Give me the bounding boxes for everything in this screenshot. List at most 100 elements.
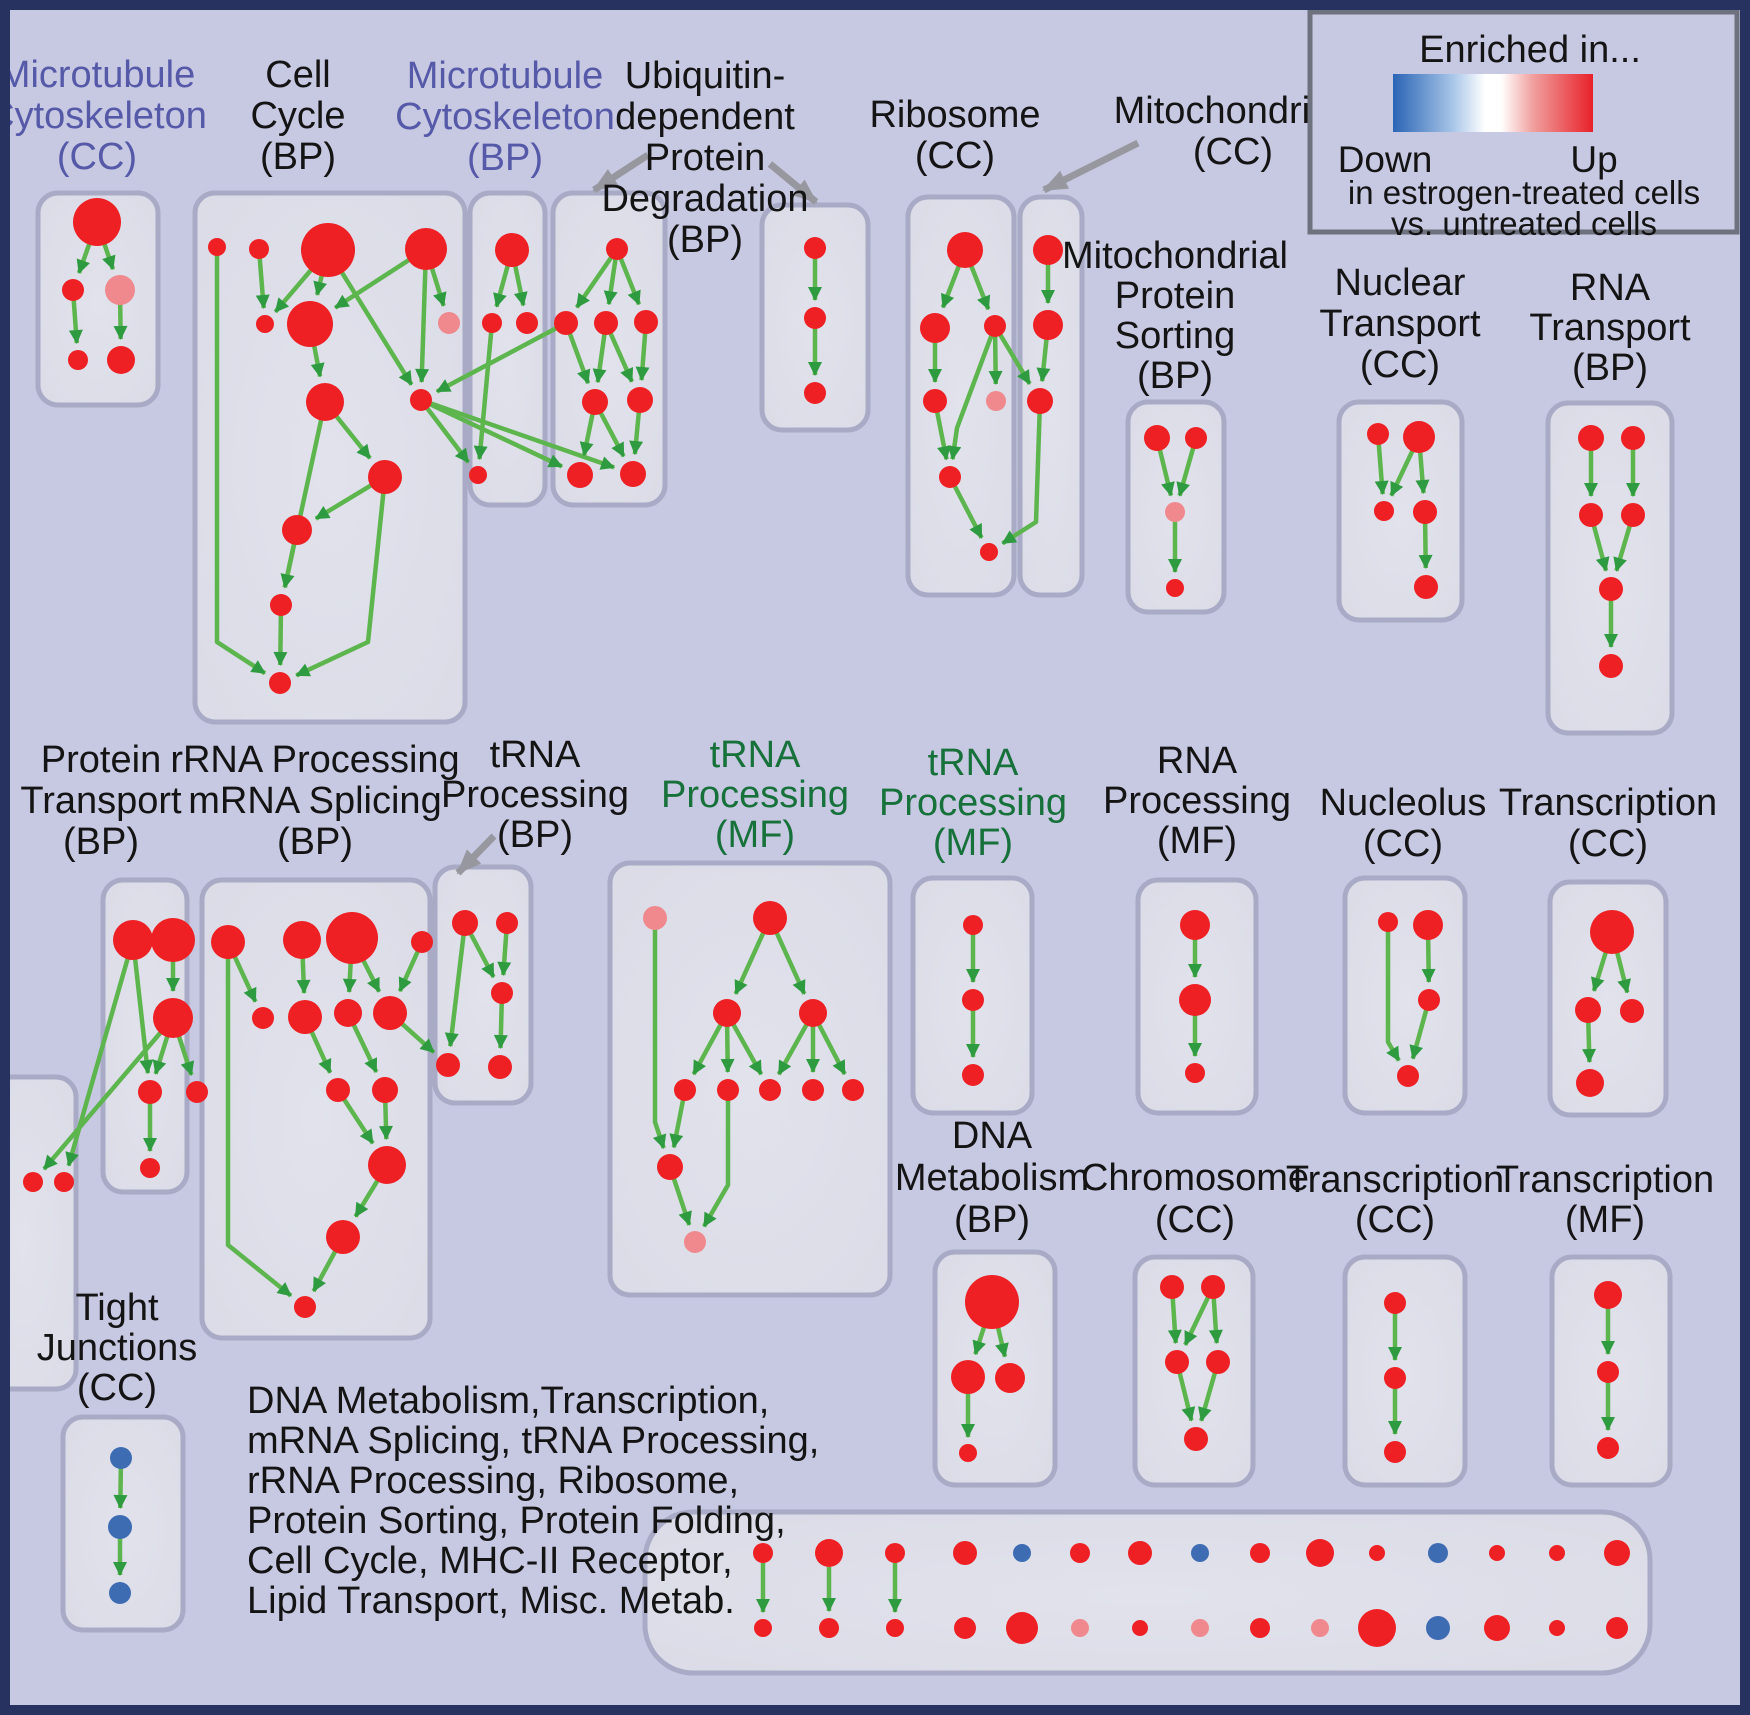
node-b3 [516,312,538,334]
node-k3 [1165,1350,1189,1374]
node-h3 [1185,1063,1205,1083]
node-e8 [802,1079,824,1101]
node-g11 [368,1146,406,1184]
edge-c4-c9 [415,248,430,384]
edge-p1-x2 [65,939,136,1167]
node-misc-top-1 [753,1543,773,1563]
node-u6 [627,387,653,413]
node-s3 [1165,502,1185,522]
node-e3 [713,999,741,1027]
node-r7 [980,543,998,561]
box-chromosome [1132,1254,1256,1488]
node-tm3 [1597,1437,1619,1459]
edge-t3-r7 [1001,400,1043,546]
node-w4 [436,1053,460,1077]
legend-up-label: Up [1570,139,1617,180]
box-transcription-cc-mid [1547,879,1669,1118]
node-t2 [1033,310,1063,340]
node-misc-bottom-3 [886,1619,904,1637]
node-q3 [804,382,826,404]
node-z2 [1384,1367,1406,1389]
node-t3 [1027,388,1053,414]
node-c1 [208,238,226,256]
node-o4 [1397,1065,1419,1087]
node-o3 [1418,989,1440,1011]
node-r5 [986,391,1006,411]
node-misc-bottom-10 [1311,1619,1329,1637]
gray-arrow-ubiquitin-left [592,152,650,193]
node-p5 [186,1081,208,1103]
label-trna-mf-large: tRNA Processing (MF) [661,734,849,856]
node-g3 [326,912,378,964]
box-nuclear-transport [1336,399,1465,623]
node-o1 [1378,912,1398,932]
node-m3 [105,275,135,305]
edge-e1-e10 [652,918,667,1149]
label-dna-metabolism: DNA Metabolism (BP) [895,1115,1089,1241]
node-u2 [554,311,578,335]
edge-r3-r6 [947,325,998,461]
node-o2 [1413,910,1443,940]
gray-arrow-mitochondrion [1042,139,1140,194]
box-trna-mf-large [607,860,893,1298]
node-misc-top-8 [1191,1544,1209,1562]
node-e4 [799,999,827,1027]
node-tm2 [1597,1361,1619,1383]
node-g8 [373,996,407,1030]
edge-g1-g13 [225,942,293,1298]
node-u4 [634,310,658,334]
node-d2 [951,1360,985,1394]
node-j1 [110,1447,132,1469]
node-c4 [405,228,447,270]
node-u7 [567,462,593,488]
label-rrna-mrna: rRNA Processing mRNA Splicing (BP) [170,739,459,863]
node-f2 [962,989,984,1011]
edge-c8-c12 [280,401,328,589]
label-rna-transport: RNA Transport (BP) [1529,267,1691,389]
node-misc-top-4 [953,1541,977,1565]
node-misc-bottom-7 [1132,1620,1148,1636]
node-e5 [674,1079,696,1101]
node-g7 [334,999,362,1027]
box-misc-clusters [642,1509,1653,1676]
node-c7 [438,312,460,334]
node-j2 [108,1515,132,1539]
node-misc-top-10 [1306,1539,1334,1567]
label-rna-processing-mf: RNA Processing (MF) [1103,740,1291,862]
legend-subtitle-2: vs. untreated cells [1391,205,1657,242]
node-y4 [1576,1069,1604,1097]
edge-o1-o4 [1385,922,1401,1062]
node-b2 [482,313,502,333]
node-misc-bottom-2 [819,1618,839,1638]
edge-c1-c13 [214,247,267,676]
node-c10 [368,460,402,494]
node-misc-top-5 [1013,1544,1031,1562]
node-c5 [256,315,274,333]
label-transcription-cc-mid: Transcription (CC) [1499,782,1717,865]
node-g5 [252,1007,274,1029]
node-w1 [452,910,478,936]
edge-w1-w4 [444,922,468,1048]
node-g2 [283,921,321,959]
edge-r6-r7 [948,475,984,539]
node-c13 [269,672,291,694]
node-misc-top-12 [1428,1543,1448,1563]
node-z1 [1384,1292,1406,1314]
node-misc-bottom-15 [1606,1617,1628,1639]
node-d4 [959,1444,977,1462]
node-misc-top-3 [885,1543,905,1563]
node-s4 [1166,579,1184,597]
node-v5 [1599,577,1623,601]
node-x1 [23,1172,43,1192]
label-microtubule-bp: Microtubule Cytoskeleton (BP) [395,55,615,179]
node-k2 [1201,1275,1225,1299]
node-x2 [54,1172,74,1192]
node-y3 [1620,999,1644,1023]
node-misc-top-14 [1549,1545,1565,1561]
node-misc-bottom-13 [1484,1615,1510,1641]
node-d3 [995,1363,1025,1393]
node-e9 [842,1079,864,1101]
